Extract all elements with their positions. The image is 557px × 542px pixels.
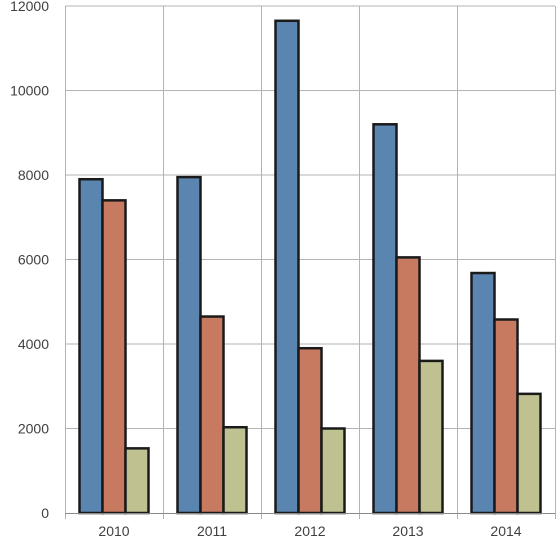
y-tick-label: 2000 (18, 421, 49, 437)
y-tick-label: 12000 (10, 0, 49, 14)
y-tick-label: 4000 (18, 336, 49, 352)
y-tick-label: 6000 (18, 252, 49, 268)
bar-2011-series-2 (199, 315, 225, 515)
bar-2011-series-1 (176, 175, 202, 515)
bar-2011-series-3 (222, 425, 248, 515)
bar-2012-series-3 (320, 427, 346, 515)
gridlines (65, 5, 556, 519)
bar-2014-series-1 (470, 271, 496, 515)
bar-2010-series-2 (101, 199, 127, 515)
bar-2013-series-1 (372, 123, 398, 515)
y-tick-label: 0 (41, 505, 49, 521)
bar-2012-series-1 (274, 19, 300, 515)
bar-2010-series-1 (78, 177, 104, 515)
bar-2013-series-2 (395, 256, 421, 515)
y-tick-label: 8000 (18, 167, 49, 183)
x-tick-label: 2013 (392, 523, 423, 539)
bar-2010-series-3 (124, 447, 150, 515)
x-axis-ticks: 2010 2011 2012 2013 2014 (98, 523, 521, 539)
bar-2012-series-2 (297, 346, 323, 515)
x-tick-label: 2010 (98, 523, 129, 539)
y-tick-label: 10000 (10, 83, 49, 99)
x-tick-label: 2014 (490, 523, 521, 539)
bar-2014-series-3 (516, 392, 542, 515)
x-tick-label: 2011 (197, 523, 227, 539)
y-axis-ticks: 0 2000 4000 6000 8000 10000 12000 (10, 0, 49, 521)
bar-2014-series-2 (493, 318, 519, 515)
bar-2013-series-3 (418, 359, 444, 515)
bars (78, 19, 542, 515)
x-tick-label: 2012 (294, 523, 325, 539)
